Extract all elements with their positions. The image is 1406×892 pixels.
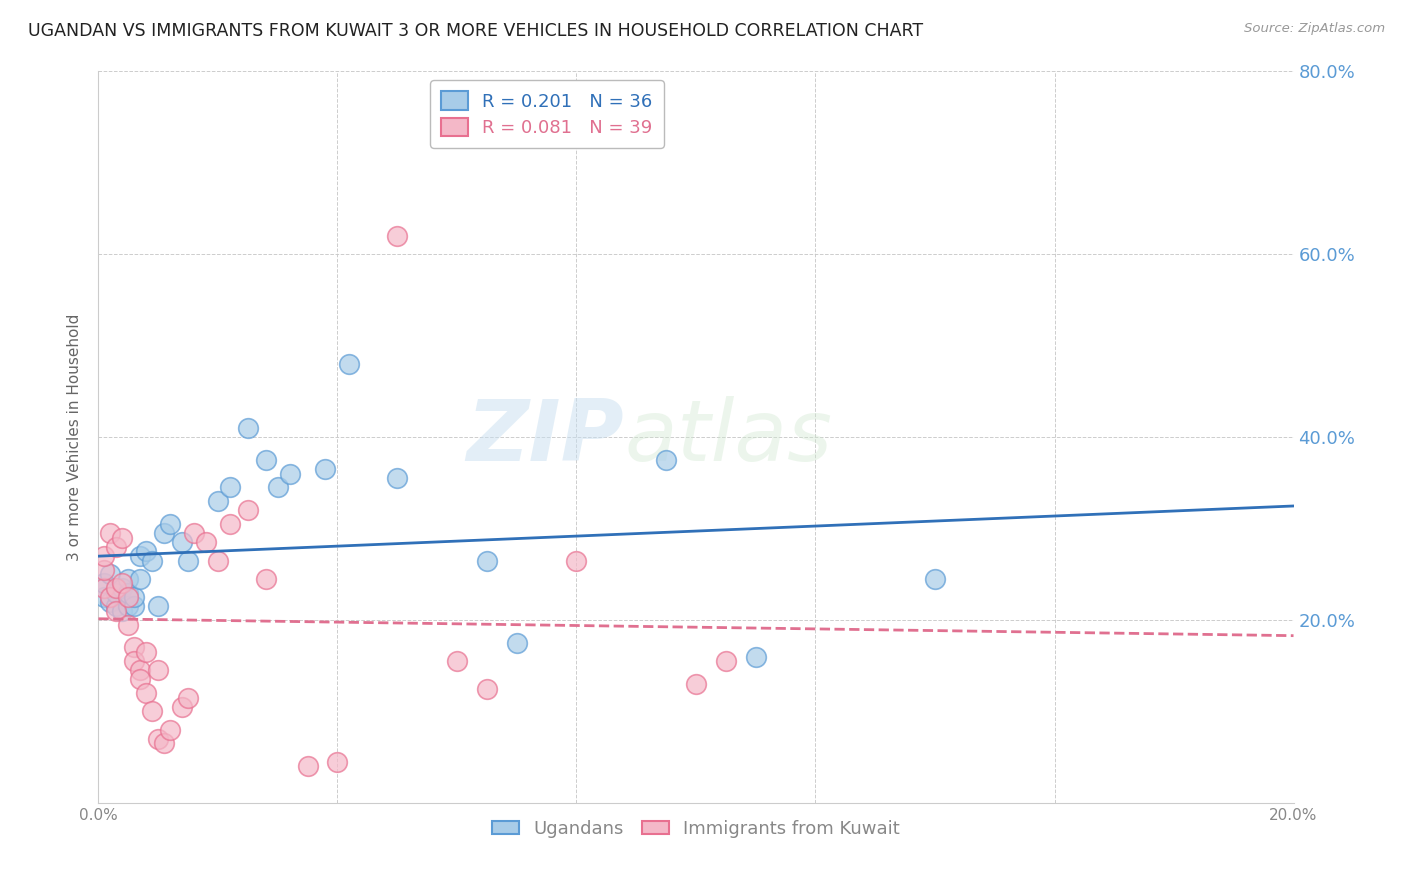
Point: [117, 617, 139, 632]
Point: [124, 590, 146, 604]
Point: [254, 572, 277, 586]
Point: [685, 677, 707, 691]
Point: [105, 599, 128, 614]
Point: [111, 576, 134, 591]
Point: [267, 480, 290, 494]
Point: [177, 690, 200, 705]
Point: [565, 553, 588, 567]
Point: [207, 553, 229, 567]
Point: [148, 731, 170, 746]
Point: [339, 357, 361, 371]
Point: [236, 503, 259, 517]
Point: [475, 681, 498, 696]
Point: [385, 229, 409, 244]
Point: [135, 645, 157, 659]
Point: [93, 590, 115, 604]
Text: Source: ZipAtlas.com: Source: ZipAtlas.com: [1244, 22, 1385, 36]
Point: [117, 599, 139, 614]
Point: [105, 585, 128, 599]
Point: [153, 526, 176, 541]
Point: [141, 553, 163, 567]
Point: [278, 467, 301, 481]
Point: [111, 581, 134, 595]
Legend: Ugandans, Immigrants from Kuwait: Ugandans, Immigrants from Kuwait: [485, 813, 907, 845]
Point: [98, 567, 122, 582]
Point: [93, 563, 115, 577]
Point: [141, 705, 163, 719]
Point: [93, 581, 115, 595]
Point: [745, 649, 768, 664]
Point: [148, 599, 170, 614]
Point: [129, 572, 152, 586]
Point: [117, 572, 139, 586]
Point: [124, 640, 146, 655]
Point: [236, 421, 259, 435]
Point: [446, 654, 468, 668]
Point: [207, 494, 229, 508]
Point: [111, 531, 134, 545]
Point: [124, 654, 146, 668]
Point: [117, 590, 139, 604]
Point: [129, 673, 152, 687]
Point: [98, 594, 122, 608]
Point: [506, 636, 529, 650]
Point: [124, 599, 146, 614]
Text: atlas: atlas: [624, 395, 832, 479]
Point: [385, 471, 409, 485]
Point: [105, 581, 128, 595]
Point: [111, 604, 134, 618]
Point: [148, 663, 170, 677]
Point: [655, 453, 678, 467]
Point: [93, 549, 115, 563]
Point: [105, 604, 128, 618]
Point: [177, 553, 200, 567]
Y-axis label: 3 or more Vehicles in Household: 3 or more Vehicles in Household: [67, 313, 83, 561]
Point: [172, 535, 194, 549]
Point: [153, 736, 176, 750]
Point: [135, 686, 157, 700]
Point: [93, 576, 115, 591]
Point: [183, 526, 205, 541]
Point: [98, 526, 122, 541]
Point: [219, 480, 242, 494]
Point: [315, 462, 337, 476]
Point: [195, 535, 218, 549]
Point: [254, 453, 277, 467]
Point: [105, 540, 128, 554]
Point: [714, 654, 737, 668]
Point: [326, 755, 349, 769]
Point: [924, 572, 946, 586]
Text: ZIP: ZIP: [467, 395, 624, 479]
Point: [129, 663, 152, 677]
Point: [135, 544, 157, 558]
Point: [475, 553, 498, 567]
Text: UGANDAN VS IMMIGRANTS FROM KUWAIT 3 OR MORE VEHICLES IN HOUSEHOLD CORRELATION CH: UGANDAN VS IMMIGRANTS FROM KUWAIT 3 OR M…: [28, 22, 924, 40]
Point: [129, 549, 152, 563]
Point: [159, 516, 181, 531]
Point: [172, 699, 194, 714]
Point: [297, 759, 319, 773]
Point: [98, 590, 122, 604]
Point: [117, 585, 139, 599]
Point: [219, 516, 242, 531]
Point: [159, 723, 181, 737]
